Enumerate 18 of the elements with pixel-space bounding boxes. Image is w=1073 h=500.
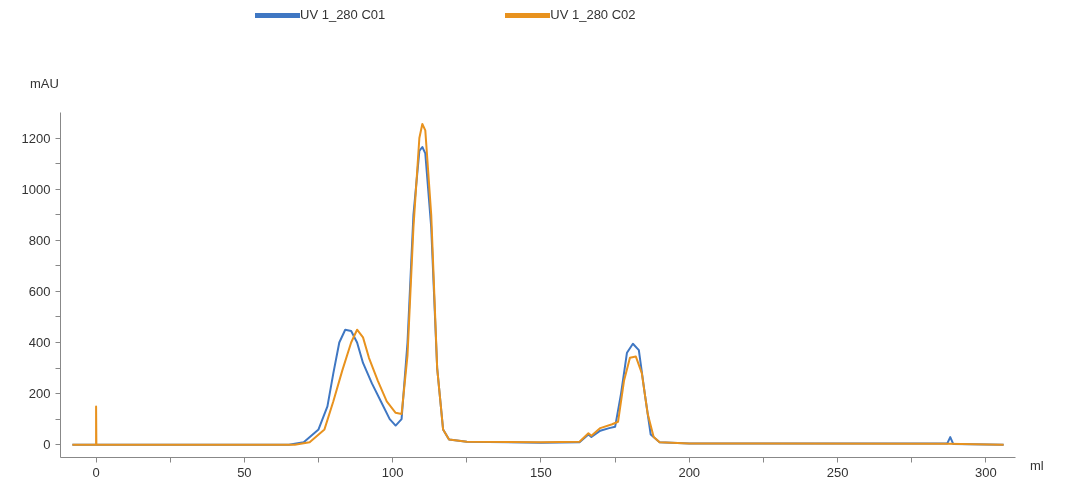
y-tick-label: 1200 [21, 130, 51, 146]
x-tick-label: 300 [975, 464, 997, 480]
y-tick-label: 0 [43, 437, 51, 453]
x-tick-label: 200 [678, 464, 701, 480]
legend-label: UV 1_280 C01 [300, 6, 386, 25]
y-tick-label: 600 [28, 283, 51, 299]
x-tick-label: 0 [92, 464, 100, 480]
x-tick-label: 50 [237, 464, 252, 480]
y-tick-label: 800 [28, 232, 51, 248]
legend-label: UV 1_280 C02 [550, 6, 636, 25]
y-tick-label: 200 [28, 386, 51, 402]
y-tick-label: 1000 [21, 181, 51, 197]
y-axis-title: mAU [30, 75, 59, 93]
x-tick-label: 150 [530, 464, 552, 480]
x-axis-title: ml [1030, 457, 1044, 475]
y-tick-label: 400 [28, 335, 51, 350]
x-tick-label: 100 [381, 464, 404, 480]
x-tick-label: 250 [826, 464, 849, 480]
